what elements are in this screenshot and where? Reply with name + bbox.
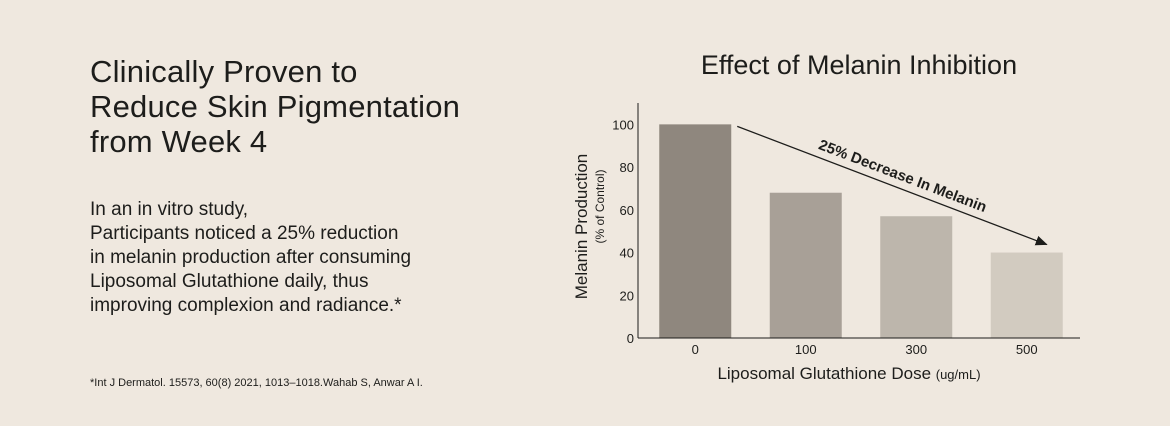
description-line: Participants noticed a 25% reduction [90, 223, 399, 244]
description-line: improving complexion and radiance.* [90, 295, 402, 316]
x-tick-label: 300 [905, 342, 927, 357]
y-axis-subtitle: (% of Control) [593, 169, 607, 243]
headline-line: from Week 4 [90, 124, 268, 159]
decrease-arrow [737, 125, 1048, 246]
x-axis-unit: (ug/mL) [936, 367, 981, 382]
description-line: In an in vitro study, [90, 199, 249, 220]
y-axis-title: Melanin Production [572, 154, 591, 300]
study-description: In an in vitro study, Participants notic… [90, 198, 411, 318]
annotation-label: 25% Decrease In Melanin [816, 136, 989, 216]
x-tick-label: 500 [1016, 342, 1038, 357]
y-tick-label: 0 [627, 331, 634, 346]
bar-500 [990, 252, 1063, 338]
footnote: *Int J Dermatol. 15573, 60(8) 2021, 1013… [90, 377, 423, 389]
y-tick-label: 80 [620, 160, 634, 175]
bar-0 [659, 124, 732, 338]
x-axis-title: Liposomal Glutathione Dose (ug/mL) [717, 364, 980, 383]
y-tick-label: 100 [612, 117, 634, 132]
y-tick-label: 60 [620, 203, 634, 218]
description-line: Liposomal Glutathione daily, thus [90, 271, 369, 292]
x-tick-label: 0 [692, 342, 699, 357]
headline-line: Reduce Skin Pigmentation [90, 89, 461, 124]
y-tick-label: 20 [620, 288, 634, 303]
bar-100 [769, 192, 842, 338]
bar-chart: 0 100 300 500 0 20 40 60 80 100 Melanin Production… [572, 103, 1080, 383]
x-tick-label: 100 [795, 342, 817, 357]
headline: Clinically Proven to Reduce Skin Pigment… [90, 54, 460, 159]
chart-title: Effect of Melanin Inhibition [700, 50, 1018, 80]
headline-line: Clinically Proven to [90, 54, 358, 89]
bar-300 [880, 216, 953, 338]
description-line: in melanin production after consuming [90, 247, 412, 268]
y-tick-label: 40 [620, 246, 634, 261]
